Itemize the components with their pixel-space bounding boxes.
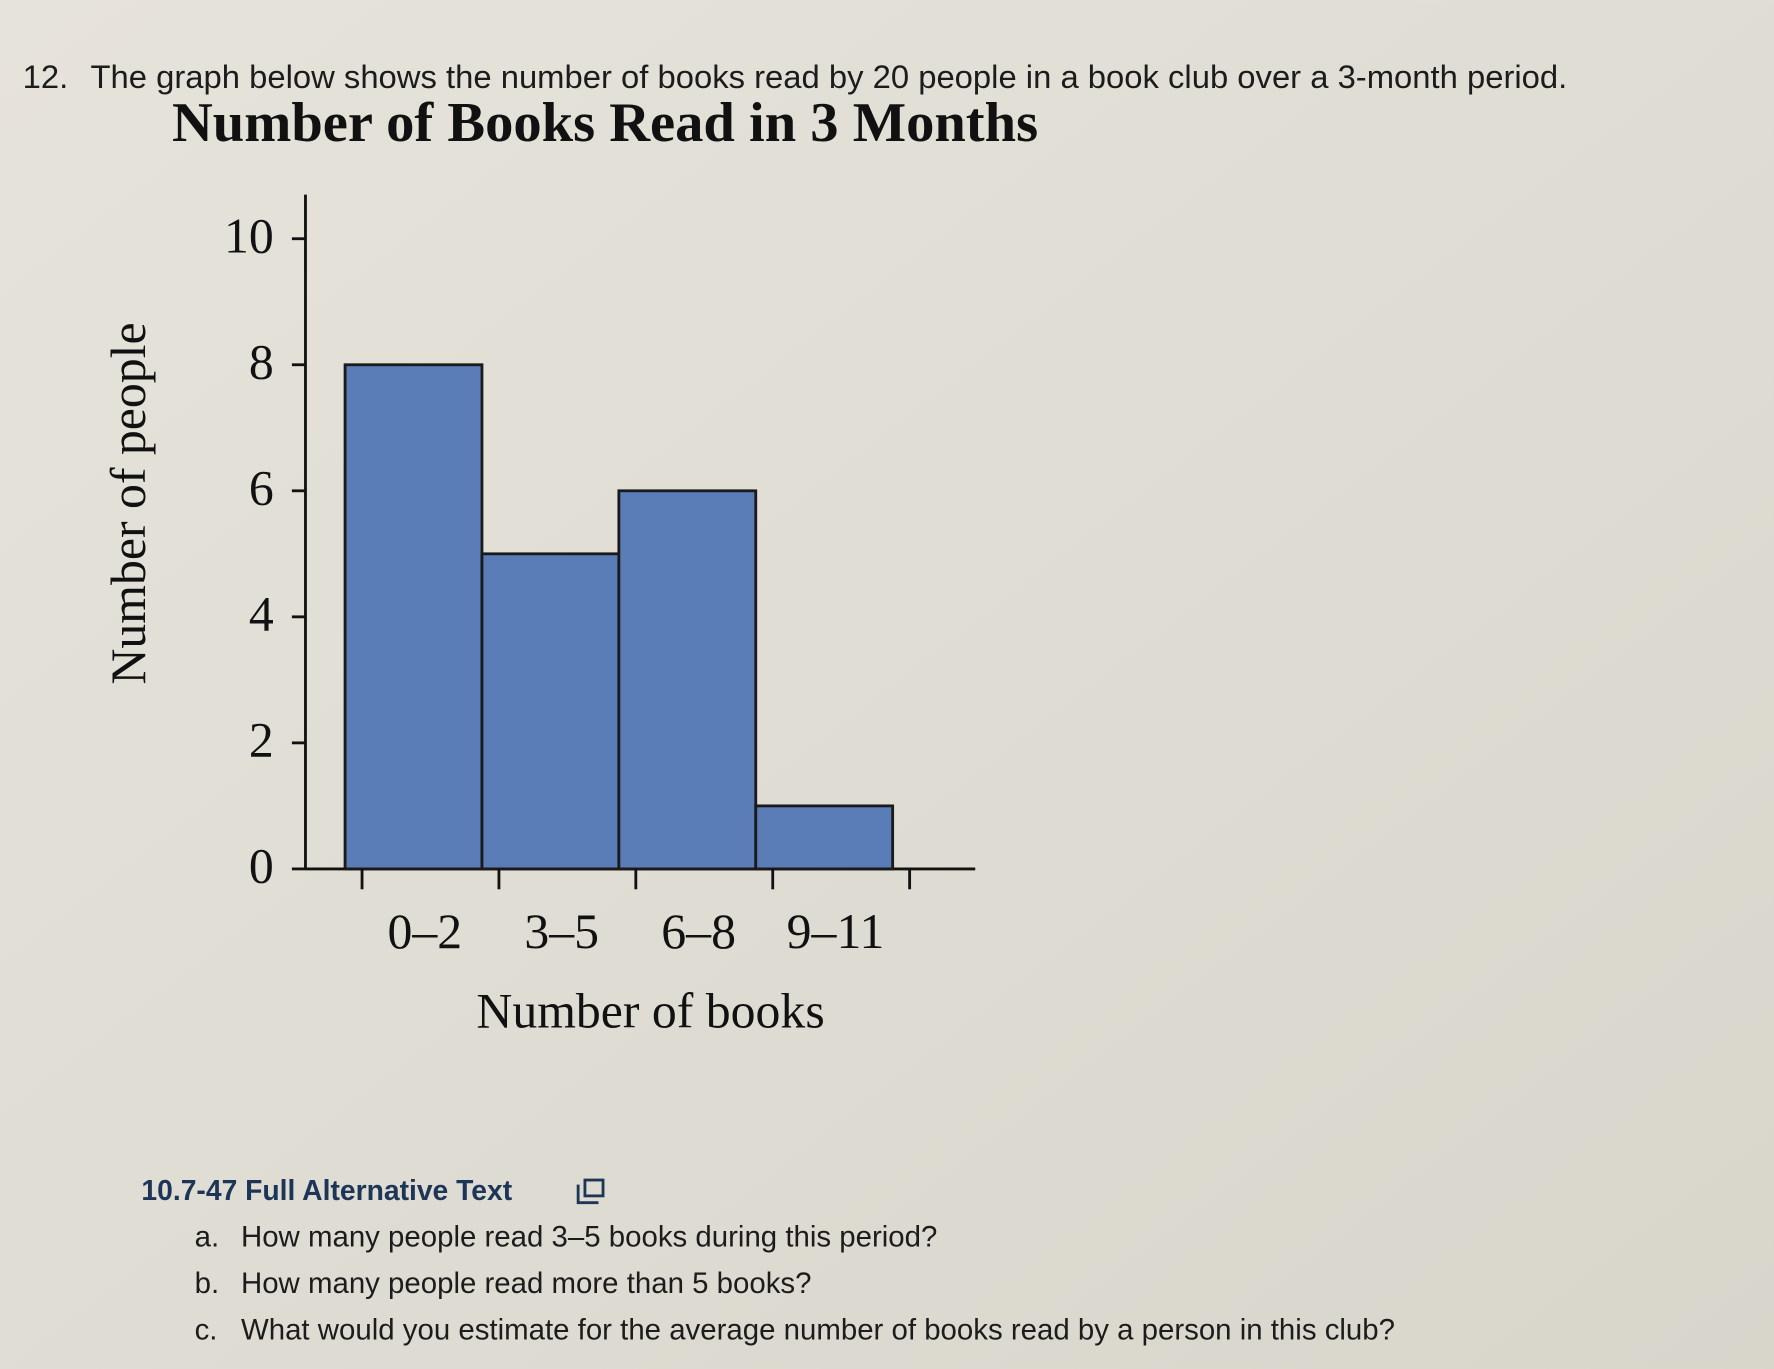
y-tick-label: 10 xyxy=(224,208,274,263)
bar xyxy=(754,804,895,871)
y-tick-label: 8 xyxy=(249,334,274,389)
part-label: c. xyxy=(195,1313,218,1346)
x-axis-label: Number of books xyxy=(476,983,824,1038)
y-tick-label: 0 xyxy=(249,839,274,894)
x-tick-label: 0–2 xyxy=(388,904,463,959)
part-text: What would you estimate for the average … xyxy=(241,1313,1395,1346)
bar xyxy=(480,552,621,871)
plot-area: 0 2 4 6 8 10 0–2 3–5 6–8 9–11 xyxy=(224,194,976,959)
question-text: The graph below shows the number of book… xyxy=(91,58,1568,95)
part-text: How many people read 3–5 books during th… xyxy=(241,1221,937,1254)
chart-title: Number of Books Read in 3 Months xyxy=(172,92,1038,154)
part-text: How many people read more than 5 books? xyxy=(241,1267,812,1300)
part-label: b. xyxy=(195,1267,220,1300)
bar xyxy=(617,489,758,871)
question-parts: a. How many people read 3–5 books during … xyxy=(195,1221,1395,1347)
question-number: 12. xyxy=(23,58,69,95)
alt-text-link[interactable]: 10.7-47 Full Alternative Text xyxy=(141,1174,512,1206)
x-tick-label: 3–5 xyxy=(524,904,599,959)
y-axis-label: Number of people xyxy=(101,322,156,684)
x-tick-label: 6–8 xyxy=(661,904,736,959)
y-tick-label: 2 xyxy=(249,713,274,768)
bar xyxy=(343,363,484,871)
external-icon[interactable] xyxy=(576,1178,605,1205)
y-tick-label: 4 xyxy=(249,587,274,642)
part-label: a. xyxy=(195,1221,220,1254)
x-tick-label: 9–11 xyxy=(787,904,885,959)
y-tick-label: 6 xyxy=(249,460,274,515)
